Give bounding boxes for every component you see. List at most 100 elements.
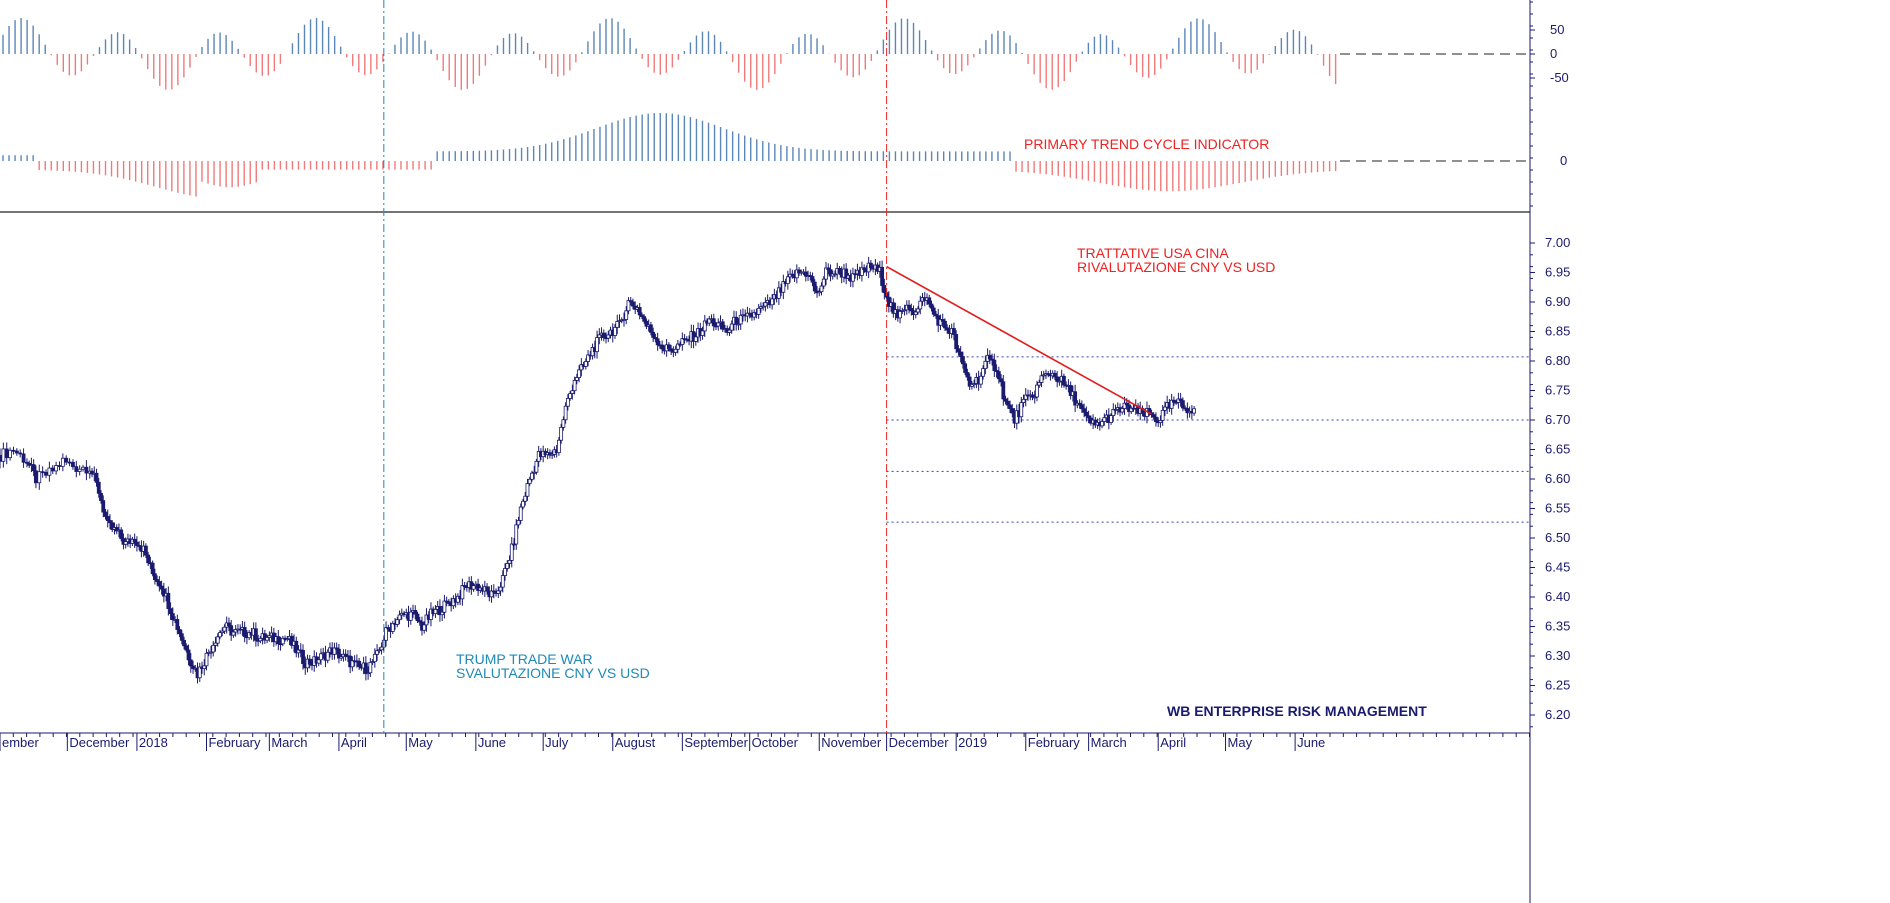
price-candle-body — [1019, 402, 1024, 418]
price-candle-body — [74, 466, 79, 472]
price-tick-label: 6.90 — [1545, 294, 1570, 309]
price-candle-body — [422, 624, 427, 631]
price-candle-body — [386, 627, 391, 630]
price-candle-body — [296, 649, 301, 654]
price-candle-body — [1131, 407, 1136, 410]
price-candle-body — [316, 659, 321, 664]
price-candle-body — [213, 642, 218, 646]
price-candle-body — [1008, 404, 1012, 409]
price-candle-body — [276, 636, 281, 645]
price-candle-body — [253, 628, 258, 641]
price-candle-body — [4, 448, 9, 459]
price-candle-body — [105, 516, 110, 521]
price-candle-body — [770, 298, 775, 306]
price-candle-body — [927, 297, 932, 305]
price-candle-body — [965, 372, 970, 378]
price-candle-body — [429, 608, 433, 620]
month-label: April — [1160, 735, 1186, 750]
price-candle-body — [945, 327, 950, 331]
price-candle-body — [301, 650, 305, 664]
price-candle-body — [372, 653, 377, 663]
price-candle-body — [570, 390, 575, 394]
month-label: October — [752, 735, 799, 750]
price-candle-body — [826, 267, 831, 271]
price-tick-label: 6.50 — [1545, 530, 1570, 545]
price-candle-body — [534, 460, 539, 473]
price-candle-body — [1192, 408, 1197, 414]
month-label: 2018 — [139, 735, 168, 750]
price-candle-body — [1041, 374, 1046, 377]
price-candle-body — [844, 268, 849, 279]
price-candle-body — [996, 371, 1001, 380]
price-candle-body — [197, 666, 202, 679]
price-candle-body — [810, 276, 815, 283]
price-candle-body — [898, 311, 902, 319]
price-candle-body — [983, 360, 988, 369]
price-candle-body — [186, 649, 191, 661]
price-candle-body — [523, 495, 528, 502]
price-candle-body — [1003, 398, 1008, 402]
price-candle-body — [489, 590, 494, 598]
price-candle-body — [60, 457, 65, 467]
trendline — [886, 265, 1152, 415]
price-candle-body — [357, 660, 362, 668]
price-candle-body — [455, 595, 460, 603]
price-panel — [0, 256, 1530, 684]
price-candle-body — [851, 273, 855, 282]
price-candle-body — [397, 614, 402, 621]
price-candle-body — [628, 300, 633, 303]
price-candle-body — [720, 321, 725, 330]
price-candle-body — [11, 449, 16, 452]
price-candle-body — [146, 554, 151, 564]
price-candle-body — [561, 419, 566, 428]
price-candle-body — [81, 466, 85, 470]
price-candle-body — [135, 541, 139, 546]
price-candle-body — [651, 331, 656, 338]
price-candle-body — [1039, 375, 1044, 383]
price-candle-body — [880, 266, 885, 286]
price-candle-body — [222, 626, 227, 632]
price-candle-body — [1001, 381, 1006, 400]
price-candle-body — [626, 300, 631, 312]
trump-annotation-line2: SVALUTAZIONE CNY VS USD — [456, 665, 650, 681]
price-candle-body — [157, 581, 162, 587]
price-candle-body — [931, 307, 936, 315]
price-candle-body — [395, 619, 400, 625]
trump-annotation-line1: TRUMP TRADE WAR — [456, 651, 593, 667]
price-candle-body — [119, 529, 124, 539]
price-candle-body — [1032, 396, 1037, 399]
price-tick-label: 6.85 — [1545, 324, 1570, 339]
price-candle-body — [366, 672, 371, 675]
price-candle-body — [37, 471, 42, 484]
price-tick-label: 7.00 — [1545, 235, 1570, 250]
price-tick-label: 6.30 — [1545, 648, 1570, 663]
price-candle-body — [64, 457, 69, 463]
price-candle-body — [101, 500, 106, 513]
price-candle-body — [462, 585, 467, 588]
price-candle-body — [1035, 384, 1039, 398]
price-candle-body — [179, 633, 184, 641]
price-candle-body — [527, 478, 532, 484]
price-candle-body — [1030, 394, 1035, 398]
price-candle-body — [108, 520, 112, 524]
price-candle-body — [267, 635, 272, 638]
price-candle-body — [229, 625, 234, 636]
month-label: November — [821, 735, 882, 750]
price-candle-body — [99, 492, 103, 502]
price-candle-body — [424, 614, 429, 626]
price-tick-label: 6.60 — [1545, 471, 1570, 486]
price-candle-body — [0, 454, 2, 462]
price-candle-body — [702, 320, 707, 332]
price-candle-body — [370, 661, 375, 664]
price-candle-body — [114, 527, 119, 532]
price-candle-body — [500, 575, 505, 588]
price-candle-body — [509, 543, 514, 561]
price-tick-label: 6.80 — [1545, 353, 1570, 368]
price-candle-body — [572, 380, 577, 392]
price-candle-body — [803, 271, 808, 277]
price-candle-body — [496, 590, 501, 594]
price-candle-body — [155, 579, 160, 582]
price-candle-body — [363, 662, 368, 674]
price-candle-body — [368, 661, 373, 674]
